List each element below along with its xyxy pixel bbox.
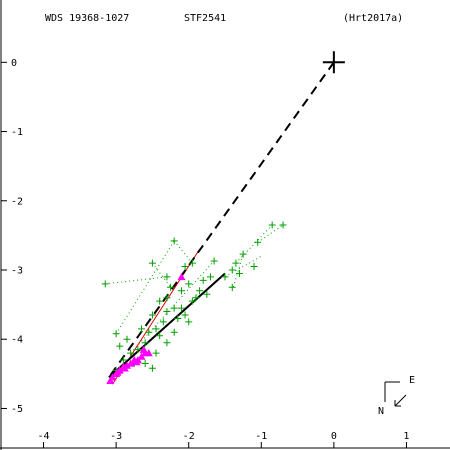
primary-star-marker — [322, 51, 345, 74]
measurement-plus-marker — [145, 328, 153, 336]
measurement-plus-marker — [279, 221, 287, 229]
motion-arrow-icon — [394, 394, 407, 407]
measurement-plus-marker — [163, 273, 171, 281]
x-tick-label: 1 — [403, 431, 409, 442]
residual-link — [235, 224, 273, 264]
measurement-plus-marker — [152, 349, 160, 357]
measurement-plus-marker — [210, 257, 218, 265]
residual-link — [224, 255, 262, 278]
compass-east-label: E — [409, 375, 415, 386]
measurement-plus-marker — [116, 342, 124, 350]
measurement-plus-marker — [148, 311, 156, 319]
measurement-residual-links — [105, 224, 284, 354]
measurement-plus-marker — [152, 325, 160, 333]
recent-triangle-marker — [106, 376, 115, 384]
residual-link — [173, 240, 193, 264]
x-tick-label: -1 — [255, 431, 267, 442]
measurement-plus-marker — [138, 325, 146, 333]
x-tick-label: 0 — [331, 431, 337, 442]
measurement-plus-marker — [254, 238, 262, 246]
measurement-plus-marker — [156, 332, 164, 340]
measurement-plus-marker — [134, 346, 142, 354]
orbit-reference: (Hrt2017a) — [343, 13, 403, 24]
measurement-plus-marker — [141, 359, 149, 367]
measurement-plus-marker — [177, 287, 185, 295]
y-tick-label: -4 — [11, 335, 23, 346]
recent-triangle-marker — [113, 368, 122, 376]
measurement-plus-marker — [123, 335, 131, 343]
recent-triangle-marker — [177, 272, 186, 281]
x-tick-label: -2 — [183, 431, 195, 442]
measurement-plus-marker — [199, 276, 207, 284]
measurement-plus-marker — [119, 356, 127, 364]
measurement-plus-marker — [177, 304, 185, 312]
primary-star-cross — [322, 51, 345, 74]
measurement-plus-marker — [170, 237, 178, 245]
measurement-plus-marker — [170, 328, 178, 336]
measurement-plus-marker — [159, 318, 167, 326]
y-tick-label: -2 — [11, 196, 23, 207]
periastron-dashed-line — [108, 61, 335, 378]
measurement-plus-marker — [148, 259, 156, 267]
y-tick-label: -1 — [11, 127, 23, 138]
x-tick-label: -4 — [38, 431, 50, 442]
y-tick-label: -5 — [11, 404, 23, 415]
recent-triangle-marker — [144, 349, 153, 357]
wds-identifier: WDS 19368-1027 — [45, 13, 129, 24]
residual-link — [130, 260, 215, 354]
measurement-plus-marker — [221, 273, 229, 281]
measurement-plus-marker — [167, 283, 175, 291]
measurement-plus-marker — [185, 318, 193, 326]
measurement-plus-marker — [188, 259, 196, 267]
measurement-plus-marker — [163, 308, 171, 316]
measurement-plus-marker — [141, 339, 149, 347]
recent-measurement-points — [106, 272, 186, 384]
y-tick-label: -3 — [11, 266, 23, 277]
measurement-plus-marker — [239, 250, 247, 258]
discoverer-designation: STF2541 — [184, 13, 226, 24]
measurement-plus-marker — [163, 294, 171, 302]
recent-triangle-marker — [120, 364, 129, 372]
orbit-arc-solid-line — [108, 272, 226, 379]
measurement-plus-marker — [268, 221, 276, 229]
measurement-plus-marker — [174, 314, 182, 322]
measurement-plus-marker — [185, 280, 193, 288]
measurement-plus-marker — [236, 269, 244, 277]
measurement-plus-marker — [192, 294, 200, 302]
measurement-plus-marker — [156, 297, 164, 305]
compass-north-label: N — [378, 406, 384, 417]
measurement-plus-marker — [163, 339, 171, 347]
measurement-plus-marker — [228, 283, 236, 291]
measurement-plus-marker — [250, 263, 258, 271]
measurement-plus-marker — [101, 280, 109, 288]
measurement-plus-marker — [188, 297, 196, 305]
measurement-plus-marker — [196, 287, 204, 295]
measurement-plus-marker — [203, 290, 211, 298]
measurement-plus-marker — [232, 259, 240, 267]
recent-triangle-marker — [132, 358, 141, 366]
y-tick-label: 0 — [11, 58, 17, 69]
measurement-plus-marker — [181, 263, 189, 271]
measurement-plus-marker — [170, 304, 178, 312]
measurement-plus-marker — [127, 349, 135, 357]
measurement-plus-marker — [206, 273, 214, 281]
measurement-plus-marker — [228, 266, 236, 274]
compass: E N — [378, 375, 415, 417]
measurement-plus-marker — [112, 330, 120, 338]
recent-triangle-marker — [139, 345, 148, 353]
x-tick-label: -3 — [110, 431, 122, 442]
measurement-plus-marker — [148, 364, 156, 372]
measurement-plus-marker — [181, 311, 189, 319]
